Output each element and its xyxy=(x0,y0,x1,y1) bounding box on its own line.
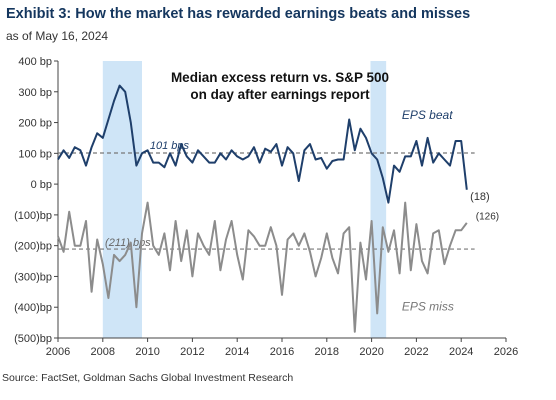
y-tick-label: 100 bp xyxy=(18,148,52,160)
x-tick-label: 2006 xyxy=(46,346,70,358)
y-tick-label: 0 bp xyxy=(31,179,52,191)
x-tick-label: 2018 xyxy=(315,346,339,358)
chart-title-line: Median excess return vs. S&P 500 xyxy=(171,70,389,85)
x-tick-label: 2020 xyxy=(359,346,383,358)
series-label-eps-beat: EPS beat xyxy=(402,108,453,122)
x-tick-label: 2024 xyxy=(449,346,473,358)
data-label-eps-miss: (126) xyxy=(476,212,499,223)
reference-label-miss: (211) bps xyxy=(105,237,151,249)
source-note: Source: FactSet, Goldman Sachs Global In… xyxy=(2,372,294,384)
y-tick-label: 200 bp xyxy=(18,118,52,130)
data-label-eps-beat: (18) xyxy=(470,191,490,203)
chart-title-line: on day after earnings report xyxy=(190,87,370,102)
x-tick-label: 2022 xyxy=(404,346,428,358)
x-tick-label: 2012 xyxy=(180,346,204,358)
y-tick-label: 400 bp xyxy=(18,56,52,68)
series-line-eps-beat xyxy=(57,84,468,204)
series-label-eps-miss: EPS miss xyxy=(402,299,454,313)
y-tick-label: (500)bp xyxy=(14,333,52,345)
y-tick-label: (300)bp xyxy=(14,271,52,283)
x-tick-label: 2008 xyxy=(91,346,115,358)
x-tick-label: 2010 xyxy=(135,346,159,358)
y-tick-label: (100)bp xyxy=(14,210,52,222)
series-line-eps-miss xyxy=(57,201,468,333)
x-tick-label: 2026 xyxy=(494,346,518,358)
y-tick-label: (400)bp xyxy=(14,302,52,314)
y-tick-label: 300 bp xyxy=(18,87,52,99)
x-tick-label: 2016 xyxy=(270,346,294,358)
exhibit-date: as of May 16, 2024 xyxy=(6,29,109,43)
exhibit-title: Exhibit 3: How the market has rewarded e… xyxy=(6,6,471,22)
x-tick-label: 2014 xyxy=(225,346,249,358)
y-tick-label: (200)bp xyxy=(14,241,52,253)
